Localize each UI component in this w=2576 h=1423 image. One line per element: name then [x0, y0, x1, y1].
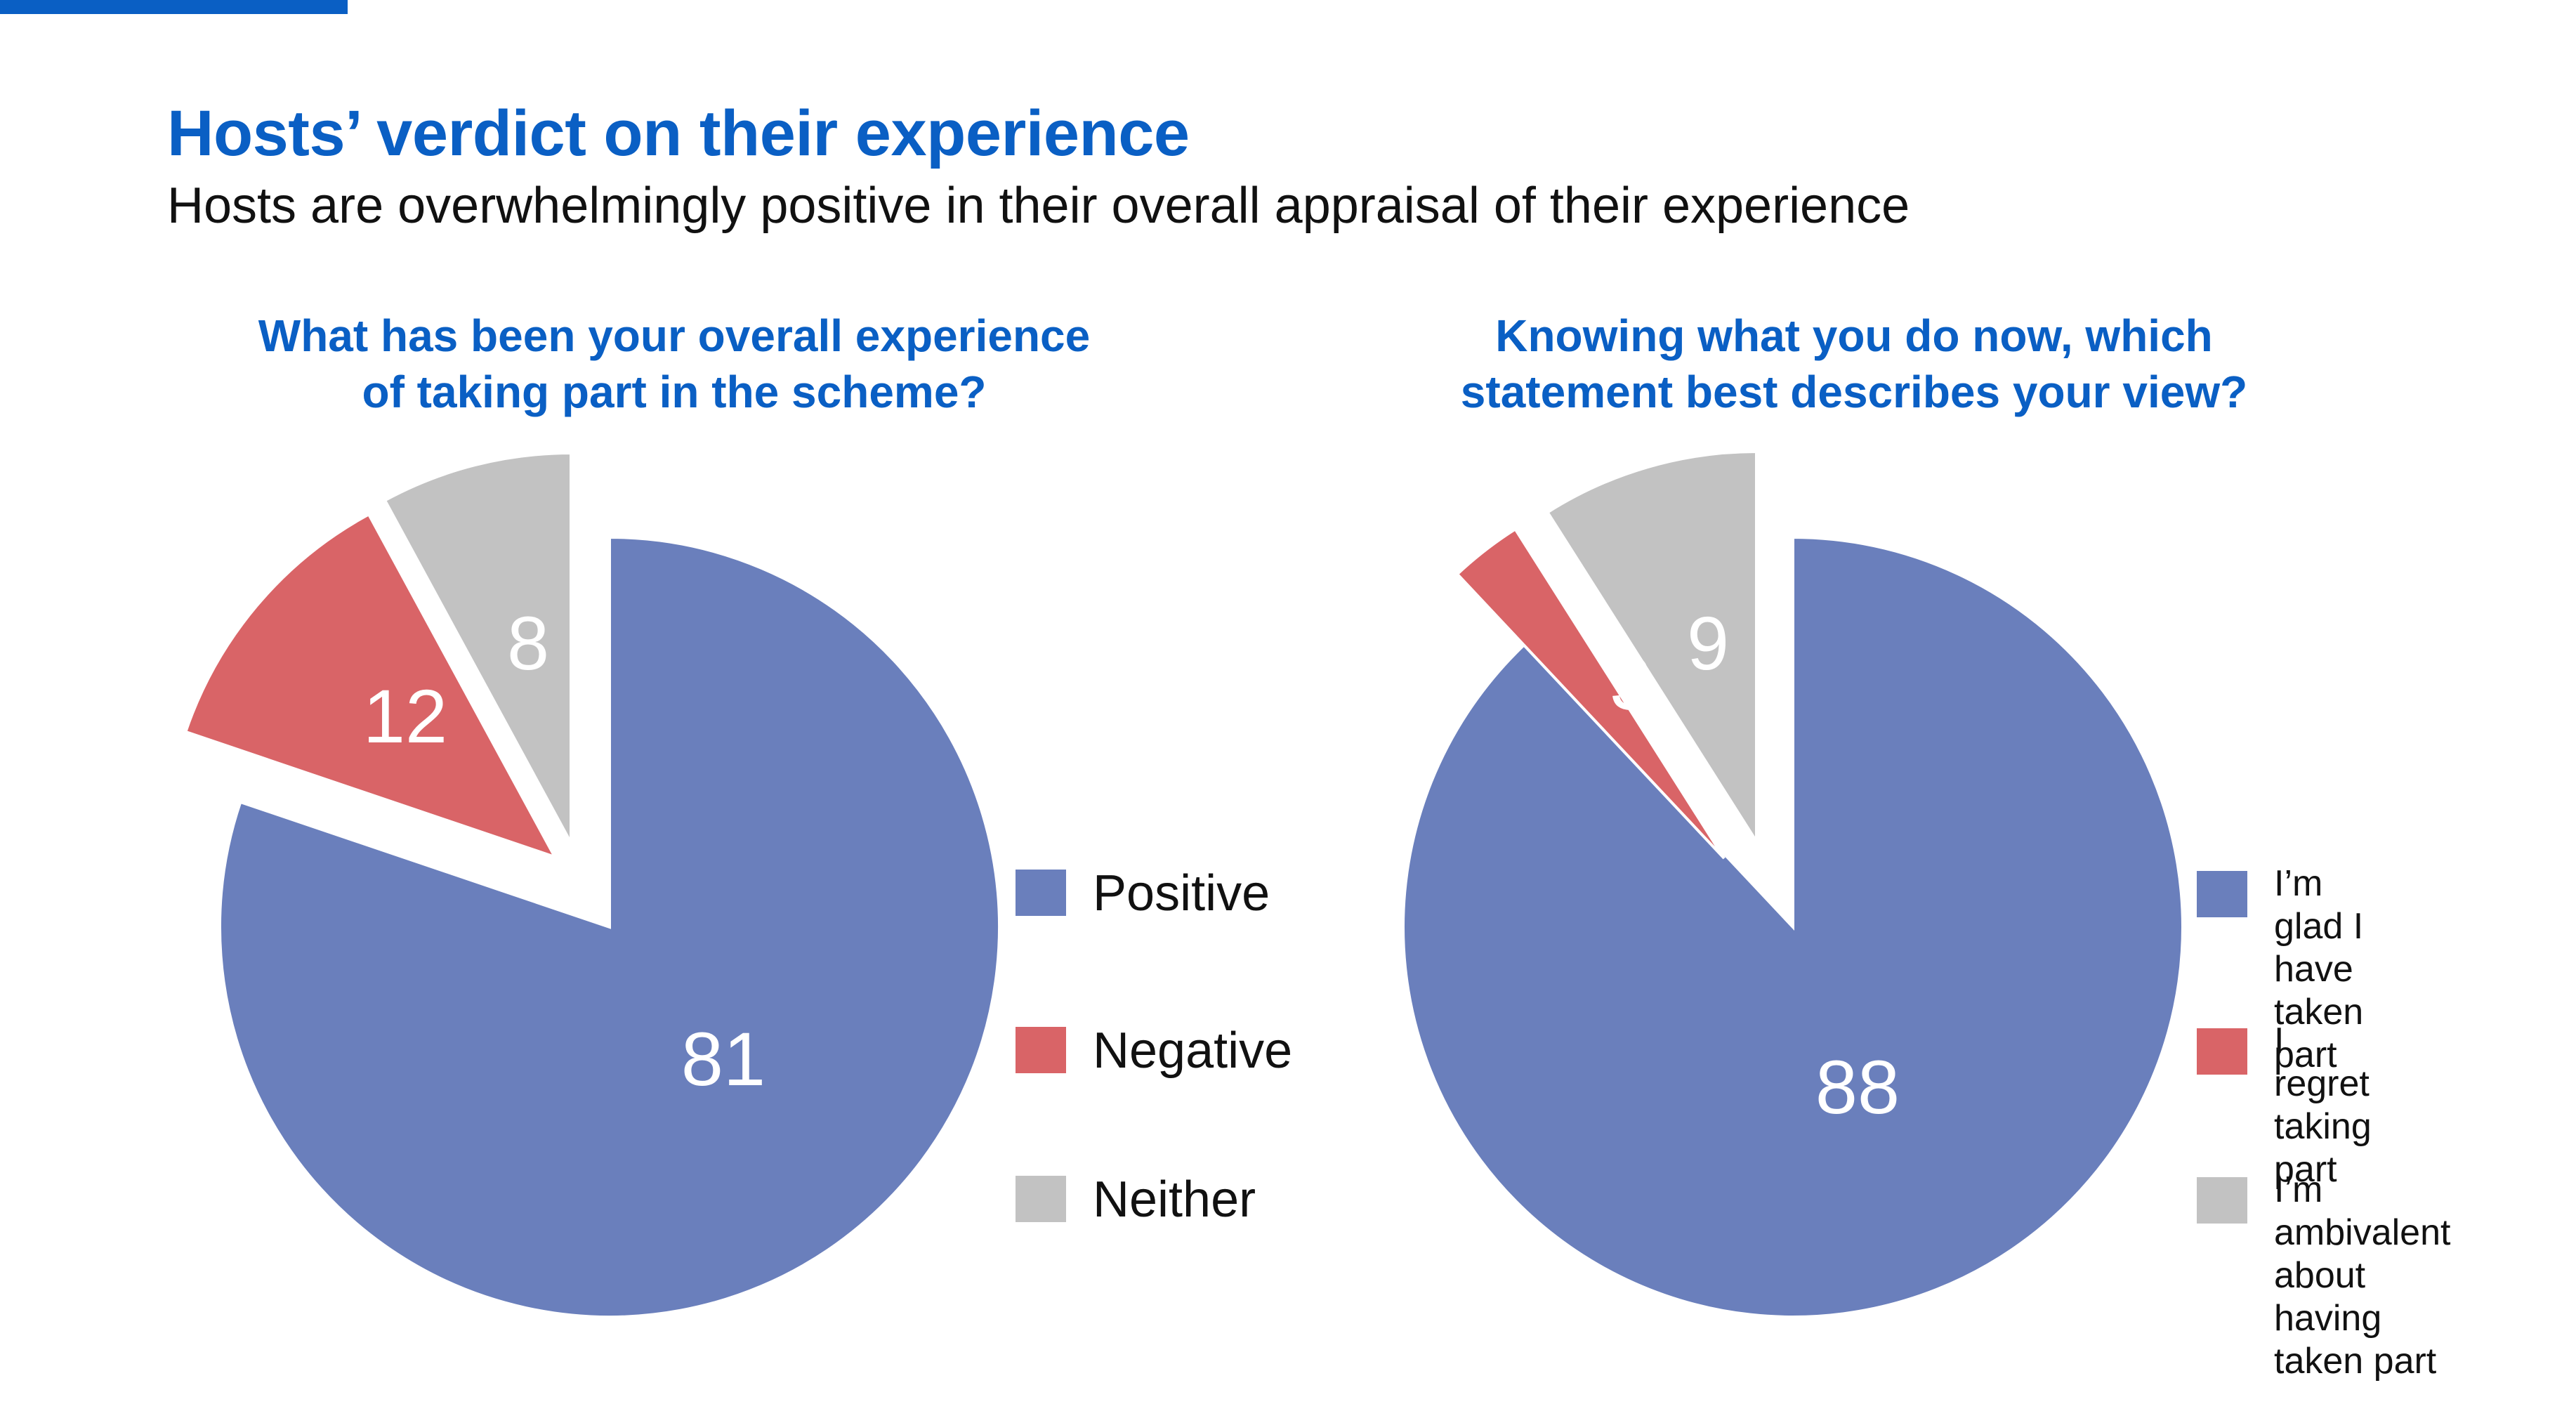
chart-1-question-line-1: What has been your overall experience: [258, 310, 1091, 361]
pie-2-slice-ambivalent: [1545, 450, 1758, 846]
pie-2-slice-glad: [1402, 535, 2184, 1318]
legend-label-negative: Negative: [1093, 1023, 1293, 1079]
legend-label-glad-line-2: taken part: [2274, 992, 2364, 1075]
legend-label-neither: Neither: [1093, 1172, 1256, 1228]
legend-label-regret-line-1: I regret taking: [2274, 1021, 2372, 1147]
chart-1-question-line-2: of taking part in the scheme?: [362, 367, 987, 417]
legend-swatch-ambivalent: [2197, 1177, 2247, 1224]
pie-1-slice-neither: [383, 451, 572, 844]
legend-label-ambivalent-line-2: about having: [2274, 1255, 2382, 1339]
chart-1-question: What has been your overall experience of…: [112, 308, 1236, 420]
chart-2-question: Knowing what you do now, which statement…: [1292, 308, 2416, 420]
pie-1-label-negative: 12: [363, 674, 447, 759]
pie-1-slice-positive: [218, 535, 1001, 1318]
pie-2-slice-regret: [1455, 527, 1726, 860]
legend-swatch-neither: [1016, 1176, 1066, 1222]
legend-label-regret-line-2: part: [2274, 1149, 2337, 1190]
page-subtitle: Hosts are overwhelmingly positive in the…: [167, 178, 1910, 234]
pie-1-label-neither: 8: [507, 601, 549, 686]
pie-1-slice-negative: [183, 512, 558, 860]
chart-2-question-line-2: statement best describes your view?: [1460, 367, 2248, 417]
pie-2-label-ambivalent: 9: [1687, 601, 1729, 686]
pie-2-label-regret: 3: [1610, 641, 1652, 726]
legend-swatch-regret: [2197, 1028, 2247, 1075]
legend-swatch-glad: [2197, 871, 2247, 917]
legend-swatch-negative: [1016, 1027, 1066, 1073]
legend-label-ambivalent-line-1: I’m ambivalent: [2274, 1169, 2451, 1253]
legend-label-glad-line-1: I’m glad I have: [2274, 863, 2364, 990]
legend-swatch-positive: [1016, 870, 1066, 916]
legend-label-glad: I’m glad I have taken part: [2274, 863, 2363, 1077]
chart-2-question-line-1: Knowing what you do now, which: [1495, 310, 2213, 361]
legend-label-ambivalent: I’m ambivalent about having taken part: [2274, 1169, 2450, 1383]
pie-2-label-glad: 88: [1815, 1044, 1900, 1129]
legend-label-ambivalent-line-3: taken part: [2274, 1341, 2437, 1382]
pie-1-label-positive: 81: [681, 1016, 765, 1101]
legend-label-positive: Positive: [1093, 865, 1270, 922]
page-title: Hosts’ verdict on their experience: [167, 98, 1190, 169]
legend-label-regret: I regret taking part: [2274, 1020, 2372, 1191]
accent-bar: [0, 0, 348, 14]
